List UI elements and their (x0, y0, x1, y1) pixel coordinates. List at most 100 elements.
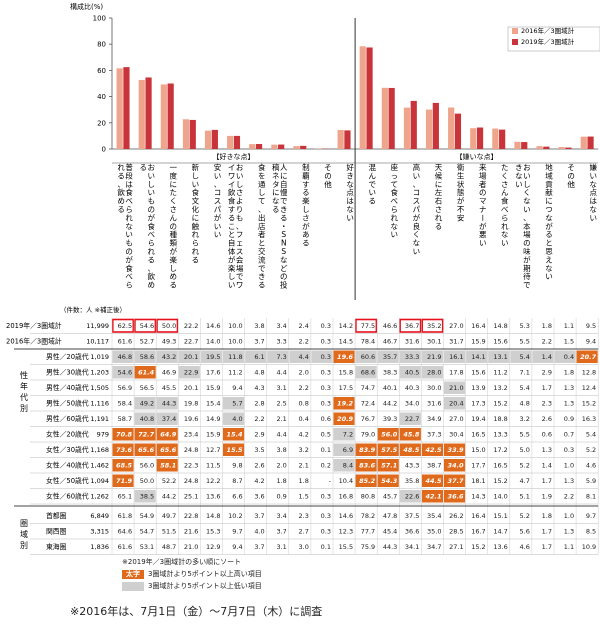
svg-text:ス: ス (413, 197, 421, 206)
table-cell: 0.9 (276, 493, 286, 501)
sample-header: （件数：人 ※補正後） (60, 305, 126, 314)
svg-text:左: 左 (435, 187, 443, 197)
svg-text:投: 投 (280, 280, 288, 290)
svg-text:ナ: ナ (479, 205, 487, 214)
cell-box (134, 318, 157, 333)
svg-text:マ: マ (479, 197, 487, 206)
table-cell: 37.4 (162, 415, 176, 423)
table-cell: 7.2 (343, 431, 353, 439)
table-cell: 1.3 (564, 400, 574, 408)
table-cell: 12.9 (206, 543, 220, 551)
table-cell: 68.6 (361, 369, 375, 377)
table-cell: 17.2 (493, 446, 507, 454)
svg-text:候: 候 (435, 171, 443, 180)
table-cell: 11.8 (228, 353, 242, 361)
svg-text:化: 化 (192, 204, 200, 214)
table-cell: 61.8 (118, 512, 132, 520)
table-cell: 46.7 (383, 338, 397, 346)
cell-low-bg (421, 350, 443, 363)
svg-text:て: て (258, 197, 266, 206)
svg-text:い: い (523, 205, 531, 214)
svg-text:で: で (258, 264, 266, 273)
cell-high-bg (421, 443, 443, 456)
cell-low-bg (112, 350, 134, 363)
svg-text:稿: 稿 (272, 162, 280, 172)
svg-text:は: は (346, 197, 354, 206)
svg-text:れ: れ (117, 163, 125, 172)
svg-text:あ: あ (302, 230, 310, 239)
svg-text:の: の (479, 188, 487, 197)
svg-text:い: い (214, 222, 222, 231)
svg-text:さ: さ (170, 205, 178, 214)
table-cell: - (329, 477, 332, 485)
table-cell: 14.5 (339, 338, 353, 346)
svg-text:い: い (413, 171, 421, 180)
table-cell: 37.3 (427, 431, 441, 439)
svg-text:飲: 飲 (117, 187, 125, 197)
table-cell: 39.3 (383, 415, 397, 423)
table-cell: 16.8 (339, 493, 353, 501)
table-cell: 16.1 (449, 353, 463, 361)
cell-high-bg (156, 443, 178, 456)
table-cell: 6.9 (343, 446, 353, 454)
cell-low-bg (200, 350, 222, 363)
table-cell: 16.5 (493, 462, 507, 470)
table-cell: 1.8 (299, 477, 309, 485)
bar-2019 (543, 146, 550, 149)
table-cell: 28.5 (449, 528, 463, 536)
svg-text:い: い (147, 171, 155, 180)
cell-low-bg (112, 366, 134, 379)
svg-text:の: の (523, 239, 531, 248)
table-row: 男性／20歳代 1,019 46.8 58.6 43.2 20.1 19.5 11.8 6.1 7… (30, 350, 599, 365)
svg-text:な: な (523, 197, 531, 206)
table-cell: 61.6 (118, 338, 132, 346)
svg-text:ネ: ネ (272, 171, 280, 180)
svg-text:安: 安 (214, 162, 222, 172)
svg-text:い: い (391, 230, 399, 239)
row-n: 1,019 (90, 353, 109, 361)
svg-text:ん: ん (501, 188, 509, 197)
table-cell: 5.5 (520, 338, 530, 346)
table-cell: 1.3 (542, 446, 552, 454)
svg-text:れ: れ (125, 213, 133, 222)
table-cell: 73.6 (116, 446, 133, 454)
row-label: 男性／20歳代 (46, 352, 89, 361)
svg-text:そ: そ (567, 163, 575, 172)
cell-high-bg (377, 474, 399, 487)
svg-text:た: た (501, 163, 509, 172)
svg-text:な: な (391, 222, 399, 231)
svg-text:不: 不 (457, 205, 465, 214)
row-n: 3,315 (90, 528, 109, 536)
table-cell: 40.3 (405, 384, 419, 392)
table-cell: 19.4 (471, 415, 485, 423)
table-row: 2016年／3圏域計 10,117 61.6 52.7 49.3 22.7 14.0 10.0… (6, 337, 599, 350)
svg-text:、: 、 (258, 205, 266, 214)
table-cell: 25.1 (184, 493, 198, 501)
svg-text:S: S (281, 247, 286, 256)
svg-text:し: し (170, 264, 178, 273)
svg-text:る: る (280, 213, 288, 222)
svg-text:い: い (125, 230, 133, 239)
table-cell: 21.9 (427, 353, 441, 361)
svg-text:る: る (258, 281, 266, 290)
table-cell: 45.5 (162, 384, 176, 392)
row-n: 11,999 (86, 322, 109, 330)
cell-high-bg (444, 490, 466, 503)
svg-text:ス: ス (214, 197, 222, 206)
table-cell: 79.0 (361, 431, 375, 439)
table-cell: 0.2 (321, 462, 331, 470)
cell-high-bg (333, 412, 355, 425)
row-label: 2016年／3圏域計 (6, 337, 62, 346)
svg-text:ら: ら (125, 205, 133, 214)
table-cell: 1.5 (564, 338, 574, 346)
table-cell: 13.3 (493, 431, 507, 439)
svg-text:文: 文 (192, 196, 200, 206)
svg-text:い: い (501, 239, 509, 248)
table-cell: 0.9 (564, 415, 574, 423)
table-cell: 5.1 (520, 493, 530, 501)
table-cell: 80.8 (361, 493, 375, 501)
svg-text:の: の (147, 205, 155, 214)
